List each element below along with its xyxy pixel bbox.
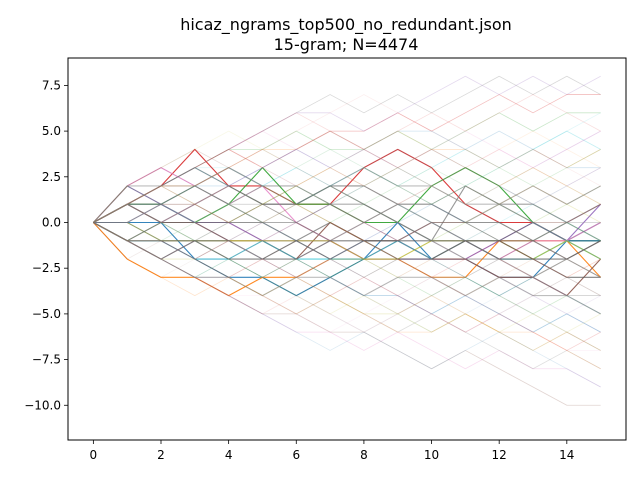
series-line-60 (93, 222, 601, 315)
chart-subtitle: 15-gram; N=4474 (274, 35, 419, 54)
series-line-27 (93, 130, 601, 223)
x-tick-label: 6 (292, 448, 300, 462)
series-line-47 (93, 185, 601, 260)
series-line-67 (93, 222, 601, 333)
series-line-25 (93, 75, 601, 223)
series-line-71 (93, 167, 601, 242)
x-tick-label: 8 (360, 448, 368, 462)
series-line-51 (93, 167, 601, 242)
series-line-45 (93, 149, 601, 223)
series-line-41 (93, 222, 601, 297)
series-line-79 (93, 185, 601, 297)
series-line-57 (93, 203, 601, 315)
series-line-36 (93, 130, 601, 223)
series-line-56 (93, 167, 601, 297)
series-line-78 (93, 222, 601, 351)
series-layer (92, 75, 602, 406)
series-line-37 (93, 148, 601, 223)
series-line-28 (93, 222, 601, 388)
series-line-20 (93, 222, 601, 297)
series-line-31 (93, 222, 601, 351)
series-line-16 (93, 167, 601, 278)
series-line-21 (93, 203, 601, 242)
y-tick-label: 7.5 (42, 78, 61, 92)
x-tick-label: 14 (559, 448, 574, 462)
series-line-58 (93, 185, 601, 260)
series-line-70 (93, 203, 601, 278)
series-line-59 (93, 130, 601, 223)
series-line-30 (93, 222, 601, 370)
series-line-42 (93, 167, 601, 223)
series-line-46 (93, 203, 601, 315)
x-tick-label: 12 (492, 448, 507, 462)
series-line-24 (93, 75, 601, 223)
x-tick-label: 10 (424, 448, 439, 462)
series-line-69 (93, 130, 601, 223)
x-tick-label: 0 (90, 448, 98, 462)
series-line-76 (93, 222, 601, 297)
plot-frame (67, 57, 627, 441)
series-line-54 (93, 222, 601, 388)
x-tick-label: 2 (157, 448, 165, 462)
y-tick-label: 5.0 (42, 124, 61, 138)
series-line-39 (93, 222, 601, 370)
y-tick-label: 2.5 (42, 170, 61, 184)
series-line-65 (93, 222, 601, 297)
y-axis: 7.5 5.0 2.5 0.0 −2.5 −5.0 −7.5 −10.0 (24, 78, 68, 412)
series-line-68 (93, 203, 601, 278)
series-line-80 (93, 222, 601, 297)
x-axis: 0 2 4 6 8 10 12 14 (90, 440, 574, 462)
series-line-62 (93, 185, 601, 260)
series-line-66 (93, 185, 601, 242)
series-line-22 (93, 222, 601, 333)
series-line-26 (93, 112, 601, 223)
series-line-73 (93, 94, 601, 223)
series-line-64 (93, 130, 601, 223)
series-line-72 (93, 130, 601, 223)
series-line-75 (93, 167, 601, 242)
series-line-33 (93, 222, 601, 351)
series-line-34 (93, 130, 601, 223)
x-tick-label: 4 (225, 448, 233, 462)
series-line-11 (93, 222, 601, 260)
series-line-32 (93, 130, 601, 223)
y-tick-label: 0.0 (42, 215, 61, 229)
series-line-52 (93, 222, 601, 333)
series-line-48 (93, 130, 601, 223)
series-line-43 (93, 203, 601, 278)
chart-title: hicaz_ngrams_top500_no_redundant.json (180, 15, 512, 35)
series-line-35 (93, 222, 601, 315)
y-tick-label: −5.0 (32, 307, 61, 321)
series-line-18 (92, 167, 601, 223)
series-line-40 (93, 148, 601, 223)
series-line-61 (93, 112, 601, 223)
series-line-50 (93, 203, 601, 278)
series-line-49 (93, 222, 601, 297)
series-line-53 (93, 94, 601, 223)
series-line-77 (93, 148, 601, 223)
series-line-29 (93, 222, 601, 406)
series-line-38 (93, 222, 601, 351)
series-line-63 (93, 222, 601, 351)
series-line-44 (93, 203, 601, 260)
y-tick-label: −10.0 (24, 398, 61, 412)
y-tick-label: −7.5 (32, 353, 61, 367)
series-line-23 (93, 94, 601, 223)
series-line-55 (93, 148, 601, 242)
y-tick-label: −2.5 (32, 261, 61, 275)
series-line-74 (93, 222, 601, 333)
